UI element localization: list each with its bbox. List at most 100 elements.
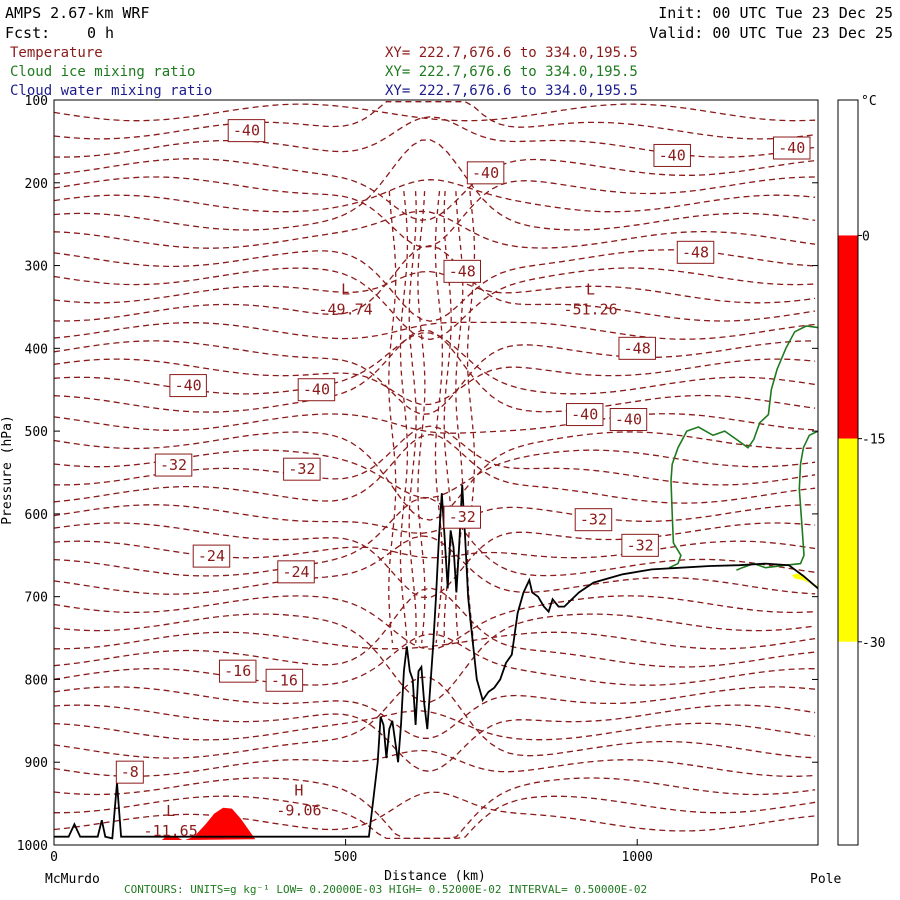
contour-label-box	[676, 240, 715, 264]
model-title: AMPS 2.67-km WRF	[5, 4, 150, 22]
temperature-contour-line	[53, 210, 816, 249]
shaded-temperature-regions	[161, 573, 818, 840]
y-tick-label: 500	[25, 425, 48, 440]
legend-cloud-ice: Cloud ice mixing ratio	[10, 64, 195, 80]
contour-label: -32	[627, 536, 654, 554]
temperature-contour-vertical	[388, 191, 397, 644]
contour-label: -48	[449, 262, 476, 280]
legend-temperature-xy: XY= 222.7,676.6 to 334.0,195.5	[385, 45, 638, 61]
x-axis-title: Distance (km)	[384, 869, 486, 884]
contour-label-box	[277, 560, 315, 584]
contour-label: -32	[449, 508, 476, 526]
temperature-contour-line	[53, 358, 816, 406]
temperature-contour-line	[53, 101, 816, 140]
temperature-contour-vertical	[434, 191, 444, 644]
y-tick-label: 1000	[17, 839, 48, 854]
x-tick-label: 500	[334, 850, 357, 865]
colorbar-unit: °C	[861, 94, 877, 109]
terrain-line	[54, 484, 819, 840]
extreme-marker: L	[341, 281, 350, 299]
contour-label: -8	[121, 763, 139, 781]
temperature-contour-line	[53, 535, 816, 595]
contour-label-box	[227, 119, 266, 143]
contour-label: -32	[160, 456, 187, 474]
plot-frame	[53, 99, 819, 846]
temperature-contour-line	[53, 791, 816, 832]
temperature-contour-line	[53, 497, 816, 577]
valid-time: Valid: 00 UTC Tue 23 Dec 25	[649, 24, 893, 42]
temperature-contour-line	[54, 631, 816, 650]
contour-label-box	[773, 136, 811, 160]
contour-label-box	[443, 259, 481, 283]
extreme-marker: H	[294, 781, 303, 799]
contour-label-box	[115, 760, 144, 784]
temperature-contour-vertical	[399, 191, 409, 644]
contour-label-box	[218, 659, 257, 683]
y-axis: 100 200 300 400 500 600 700 800 900 1000	[17, 94, 818, 854]
temperature-contour-vertical	[417, 191, 426, 644]
colorbar-segment	[838, 641, 858, 845]
legend-temperature: Temperature	[10, 45, 103, 61]
x-axis: 0 500 1000	[50, 839, 653, 865]
temperature-contour-line	[53, 704, 816, 773]
temperature-extremes: L -49.74 L -51.26 H -9.06 L -11.65	[144, 281, 618, 841]
contour-label: -32	[580, 511, 607, 529]
y-tick-label: 700	[25, 591, 48, 606]
temperature-contour-line	[54, 795, 816, 840]
shaded-temperature-region	[791, 573, 818, 589]
colorbar-frame	[837, 99, 859, 846]
legend-cloud-water-xy: XY= 222.7,676.6 to 334.0,195.5	[385, 83, 638, 99]
temperature-contour-vertical	[408, 191, 417, 644]
temperature-contour-line	[53, 425, 816, 486]
extreme-value: -49.74	[319, 301, 373, 319]
contour-label-box	[265, 668, 304, 692]
temperature-contour-line	[53, 340, 816, 415]
y-tick-label: 800	[25, 673, 48, 688]
x-tick-label: 1000	[622, 850, 653, 865]
contour-label: -16	[271, 671, 298, 689]
temperature-contour-line	[53, 522, 816, 599]
temperature-contour-line	[53, 413, 816, 434]
temperature-contour-line	[53, 431, 816, 521]
temperature-contour-line	[53, 710, 816, 741]
temperature-contour-line	[53, 595, 816, 650]
temperature-contour-line	[53, 179, 816, 213]
temperature-contour-line	[53, 321, 816, 340]
temperature-contour-line	[53, 103, 816, 122]
plot-area: -40 -40 -40 -40 -48 -48 -48 -40 -40 -40 -40 -32 -32 -…	[53, 99, 819, 846]
contour-label: -40	[571, 406, 598, 424]
shaded-temperature-region	[185, 807, 256, 840]
temperature-contour-line	[53, 686, 816, 739]
x-endpoint-right: Pole	[810, 872, 841, 887]
temperature-contour-line	[53, 329, 816, 413]
contour-label: -16	[224, 662, 251, 680]
y-tick-label: 900	[25, 756, 48, 771]
extreme-value: -9.06	[276, 801, 321, 819]
contour-label: -24	[282, 563, 309, 581]
colorbar-segment	[838, 235, 858, 439]
contour-label: -40	[615, 411, 642, 429]
contour-footer: CONTOURS: UNITS=g kg⁻¹ LOW= 0.20000E-03 …	[124, 883, 647, 896]
contour-label-box	[565, 403, 604, 427]
legend-cloud-water: Cloud water mixing ratio	[10, 83, 212, 99]
temperature-contour-line	[53, 158, 816, 221]
contour-label-box	[609, 408, 648, 432]
contour-label: -48	[682, 243, 709, 261]
temperature-contour-line	[53, 676, 816, 759]
colorbar-tick-label: 0	[862, 229, 870, 244]
contour-label-box	[169, 374, 207, 398]
colorbar-tick-label: -15	[862, 433, 885, 448]
y-tick-label: 200	[25, 177, 48, 192]
temperature-contour-line	[53, 749, 816, 777]
contour-label-box	[653, 143, 691, 167]
colorbar: 0 -15 -30	[837, 99, 885, 846]
forecast-value: 0 h	[87, 24, 114, 42]
colorbar-segment	[838, 438, 858, 642]
temperature-contour-line	[53, 116, 816, 158]
contour-label: -24	[198, 547, 225, 565]
contour-label-box	[574, 508, 613, 532]
y-axis-title: Pressure (hPa)	[0, 415, 15, 525]
temperature-contour-line	[53, 587, 816, 668]
contour-label: -40	[472, 164, 499, 182]
contour-label: -40	[303, 381, 330, 399]
